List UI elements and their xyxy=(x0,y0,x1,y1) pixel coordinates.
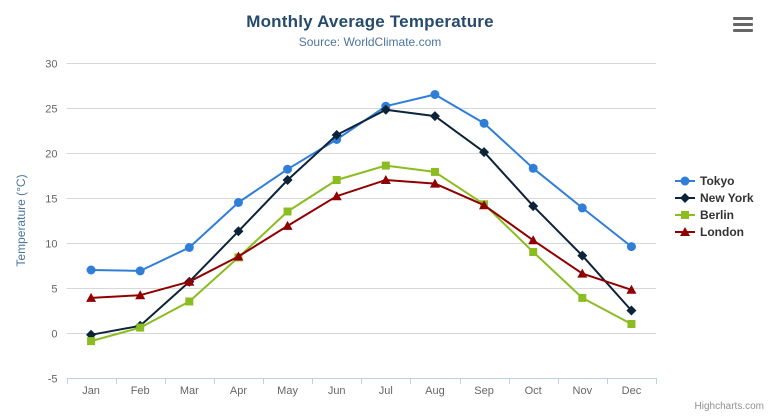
y-axis-label: 30 xyxy=(45,59,57,71)
data-point-marker[interactable] xyxy=(626,305,637,316)
context-menu-button[interactable] xyxy=(731,13,755,35)
x-axis-label: Aug xyxy=(425,385,445,397)
y-axis-label: 10 xyxy=(45,239,57,251)
legend-label: Berlin xyxy=(700,208,735,222)
data-point-marker[interactable] xyxy=(626,284,637,294)
data-point-marker[interactable] xyxy=(233,251,244,261)
legend-label: London xyxy=(700,225,744,239)
data-point-marker[interactable] xyxy=(479,147,490,158)
highcharts-credits-link[interactable]: Highcharts.com xyxy=(694,401,764,412)
data-point-marker[interactable] xyxy=(283,164,293,174)
triangle-marker-icon xyxy=(680,227,690,236)
circle-marker-icon xyxy=(680,176,690,186)
y-axis-label: 20 xyxy=(45,149,57,161)
legend-label: New York xyxy=(700,191,754,205)
legend: Tokyo New York Berlin London xyxy=(674,174,754,239)
series-line-tokyo xyxy=(90,93,633,272)
data-point-marker[interactable] xyxy=(233,226,244,237)
data-point-marker[interactable] xyxy=(331,130,342,140)
chart-title: Monthly Average Temperature xyxy=(246,12,494,31)
data-point-marker[interactable] xyxy=(626,242,636,252)
hamburger-icon xyxy=(733,22,753,26)
legend-marker-circle-icon xyxy=(675,176,695,186)
y-axis-title: Temperature (°C) xyxy=(14,174,28,266)
legend-item-london[interactable]: London xyxy=(674,225,754,239)
x-axis-label: May xyxy=(277,385,298,397)
x-axis-label: Feb xyxy=(131,385,150,397)
data-point-marker[interactable] xyxy=(577,203,587,213)
data-point-marker[interactable] xyxy=(380,104,391,115)
data-point-marker[interactable] xyxy=(430,167,439,176)
data-point-marker[interactable] xyxy=(332,176,341,184)
legend-marker-triangle-icon xyxy=(675,227,695,236)
legend-marker-square-icon xyxy=(675,211,695,219)
data-point-marker[interactable] xyxy=(529,248,538,256)
legend-item-berlin[interactable]: Berlin xyxy=(674,208,754,222)
x-axis-label: Sep xyxy=(474,385,494,397)
legend-item-tokyo[interactable]: Tokyo xyxy=(674,174,754,188)
hamburger-icon xyxy=(733,16,753,20)
series-line-london xyxy=(90,179,633,299)
data-point-marker[interactable] xyxy=(578,293,587,302)
y-axis-label: 5 xyxy=(51,284,57,296)
data-point-marker[interactable] xyxy=(184,276,195,286)
y-axis-label: 15 xyxy=(45,194,57,206)
x-axis-label: Dec xyxy=(622,385,642,397)
y-axis-label: 0 xyxy=(51,329,57,341)
x-axis-label: Nov xyxy=(573,385,593,397)
data-point-marker[interactable] xyxy=(528,163,538,173)
data-point-marker[interactable] xyxy=(479,200,490,210)
x-axis-label: Jul xyxy=(379,385,393,397)
data-point-marker[interactable] xyxy=(184,243,194,252)
series-line-berlin xyxy=(90,164,633,343)
data-point-marker[interactable] xyxy=(282,175,293,185)
data-point-marker[interactable] xyxy=(528,201,539,212)
square-marker-icon xyxy=(681,211,689,219)
x-axis-label: Mar xyxy=(180,385,199,397)
data-point-marker[interactable] xyxy=(429,178,440,188)
data-point-marker[interactable] xyxy=(87,337,96,346)
y-axis-label: -5 xyxy=(48,374,58,386)
data-point-marker[interactable] xyxy=(282,220,293,230)
hamburger-icon xyxy=(733,28,753,32)
data-point-marker[interactable] xyxy=(86,265,96,275)
series-line-new-york xyxy=(90,108,633,336)
data-point-marker[interactable] xyxy=(380,175,391,184)
data-point-marker[interactable] xyxy=(528,235,539,245)
legend-marker-diamond-icon xyxy=(675,193,695,203)
x-axis-label: Apr xyxy=(230,385,247,397)
data-point-marker[interactable] xyxy=(283,207,292,216)
x-axis-label: Jan xyxy=(82,385,100,397)
data-point-marker[interactable] xyxy=(135,290,146,300)
x-axis-label: Jun xyxy=(328,385,346,397)
data-point-marker[interactable] xyxy=(135,266,145,276)
data-point-marker[interactable] xyxy=(331,191,342,201)
data-point-marker[interactable] xyxy=(430,90,440,99)
data-point-marker[interactable] xyxy=(627,320,636,328)
data-point-marker[interactable] xyxy=(577,250,588,261)
data-point-marker[interactable] xyxy=(136,323,145,332)
data-point-marker[interactable] xyxy=(429,111,440,122)
data-point-marker[interactable] xyxy=(479,118,489,128)
y-axis-label: 25 xyxy=(45,104,57,116)
data-point-marker[interactable] xyxy=(86,292,97,302)
legend-label: Tokyo xyxy=(700,174,735,188)
data-point-marker[interactable] xyxy=(577,268,588,278)
x-axis-label: Oct xyxy=(525,385,542,397)
data-point-marker[interactable] xyxy=(381,161,390,170)
diamond-marker-icon xyxy=(680,193,690,203)
data-point-marker[interactable] xyxy=(233,198,243,207)
chart-subtitle: Source: WorldClimate.com xyxy=(298,35,442,49)
data-point-marker[interactable] xyxy=(185,297,194,306)
legend-item-new-york[interactable]: New York xyxy=(674,191,754,205)
